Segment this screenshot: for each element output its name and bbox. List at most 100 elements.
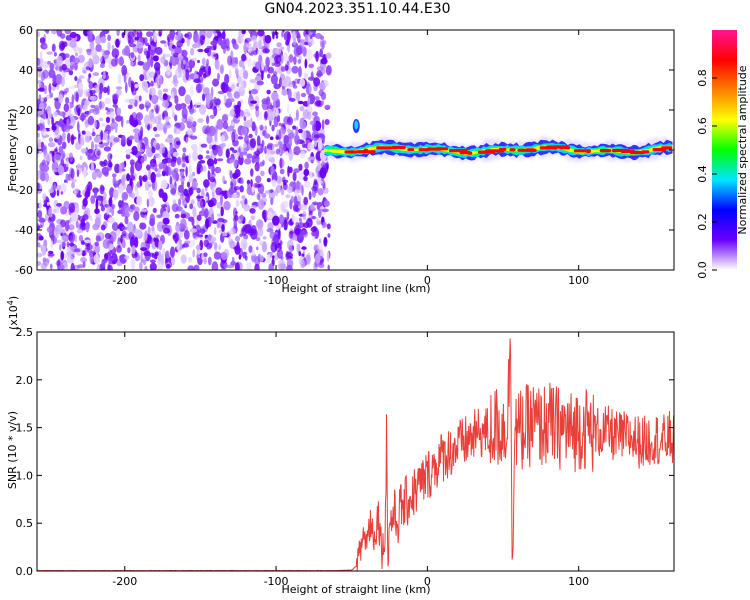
noise-speckle [174,55,180,65]
noise-speckle [250,179,253,188]
noise-speckle [325,52,332,59]
noise-speckle [57,165,65,175]
noise-speckle [120,234,123,244]
noise-speckle [37,66,43,72]
noise-speckle [127,247,131,254]
noise-speckle [272,255,275,259]
noise-speckle [293,56,297,65]
noise-speckle [146,50,150,55]
noise-speckle [234,244,241,255]
noise-speckle [234,104,241,115]
noise-speckle [267,66,274,74]
noise-speckle [206,158,215,167]
noise-speckle [63,200,70,210]
noise-speckle [121,226,128,231]
noise-speckle [255,107,260,118]
noise-speckle [133,211,140,222]
y-tick-label: 2.5 [16,326,34,339]
noise-speckle [121,65,128,76]
noise-speckle [89,39,95,51]
noise-speckle [188,59,196,69]
noise-speckle [192,171,196,177]
noise-speckle [89,89,96,94]
noise-speckle [256,143,264,154]
noise-speckle [77,264,84,269]
noise-speckle [43,85,48,95]
noise-speckle [254,162,260,172]
noise-speckle [56,189,60,197]
noise-speckle [202,93,206,102]
noise-speckle [147,226,151,235]
noise-speckle [87,77,91,84]
noise-speckle [292,38,297,46]
noise-speckle [147,124,151,131]
noise-speckle [150,162,158,170]
noise-speckle [215,124,218,135]
noise-speckle [116,107,122,116]
noise-speckle [179,177,186,182]
noise-speckle [316,217,319,226]
noise-speckle [131,180,134,190]
noise-speckle [249,78,257,84]
noise-speckle [192,43,198,49]
noise-speckle [160,179,168,190]
noise-speckle [234,262,240,270]
noise-speckle [47,110,52,120]
noise-speckle [47,118,50,126]
y-tick-label: 1.5 [16,422,34,435]
noise-speckle [111,173,117,178]
noise-speckle [253,151,256,157]
noise-speckle [191,181,199,188]
noise-speckle [182,147,187,153]
noise-speckle [107,217,116,224]
noise-speckle [228,69,232,79]
noise-speckle [172,172,180,182]
noise-speckle [214,59,220,70]
noise-speckle [75,219,79,229]
noise-speckle [113,188,119,199]
noise-speckle [70,245,74,251]
noise-speckle [66,255,75,264]
noise-speckle [217,37,223,46]
noise-speckle [283,216,288,224]
y-tick-label: -40 [15,224,33,237]
noise-speckle [135,112,143,122]
signal-band-layer [324,119,673,164]
noise-speckle [99,63,105,69]
noise-speckle [170,246,175,258]
noise-speckle [154,115,162,125]
noise-speckle [317,140,323,151]
noise-speckle [303,47,307,57]
noise-speckle [199,35,205,45]
noise-speckle [50,263,53,270]
noise-speckle [277,248,283,259]
band-core [498,147,507,151]
noise-speckle [193,73,199,80]
noise-speckle [37,87,46,92]
noise-speckle [78,75,85,79]
noise-speckle [257,227,264,237]
noise-speckle [320,134,326,140]
noise-speckle [107,41,111,52]
noise-speckle [60,250,64,261]
noise-speckle [306,217,313,228]
noise-speckle [156,221,164,232]
noise-speckle [261,60,265,71]
noise-speckle [37,153,40,157]
noise-speckle [264,65,268,73]
noise-speckle [192,206,197,218]
noise-speckle [280,188,285,196]
noise-speckle [63,153,71,158]
noise-speckle [227,264,235,269]
noise-speckle [326,251,330,263]
noise-speckle [172,232,180,242]
noise-speckle [318,238,322,244]
noise-speckle [151,226,155,232]
noise-speckle [147,44,151,51]
band-core [599,149,612,153]
noise-speckle [273,143,279,148]
noise-speckle [37,70,42,78]
noise-speckle [76,229,84,234]
noise-speckle [213,157,218,165]
noise-speckle [200,83,204,90]
